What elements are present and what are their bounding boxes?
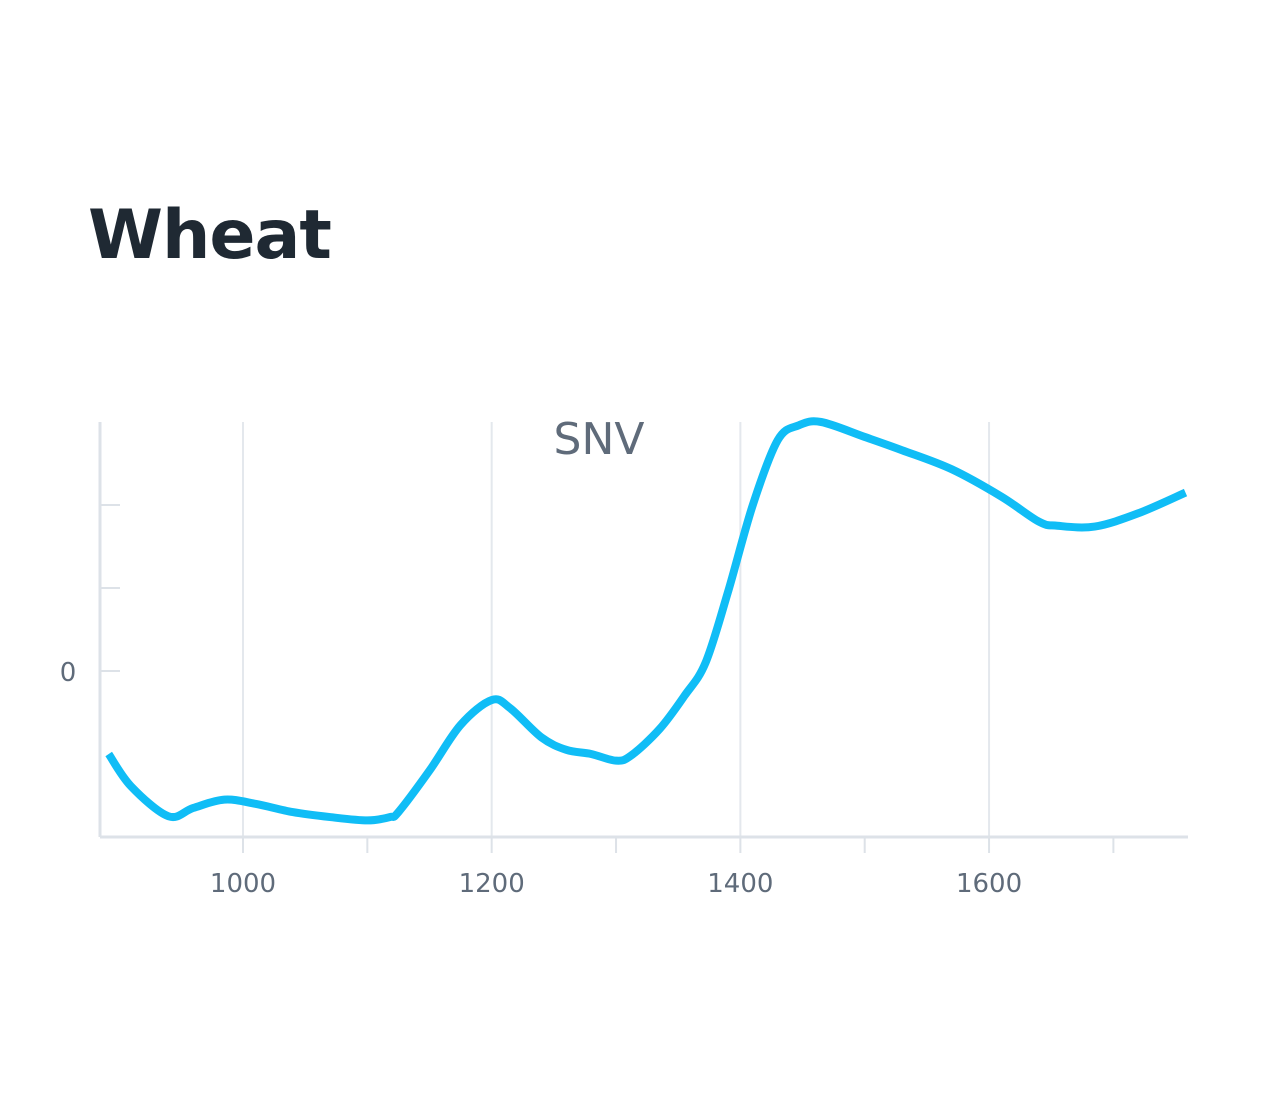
page-title: Wheat [88,196,332,275]
grid-lines [241,422,991,837]
x-tick-label: 1600 [956,869,1022,899]
axes [98,422,1188,853]
y-tick-label: 0 [60,658,77,688]
x-tick-label: 1000 [210,869,276,899]
tick-labels: 1000 1200 1400 1600 0 [60,658,1022,899]
x-tick-label: 1400 [707,869,773,899]
series-group [105,417,1188,825]
chart-title: SNV [554,414,645,465]
x-tick-label: 1200 [459,869,525,899]
series-line [105,417,1188,825]
